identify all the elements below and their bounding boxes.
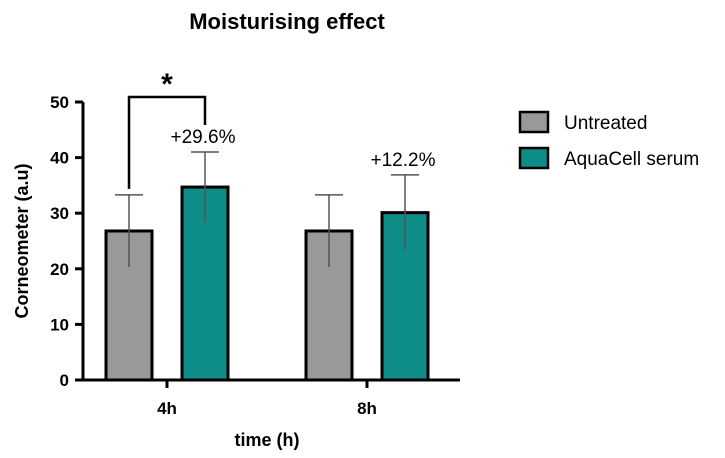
legend-label: Untreated bbox=[564, 113, 647, 134]
plot-area: 0 10 20 30 40 50 4h 8h +29.6% +12.2% * bbox=[50, 68, 460, 418]
y-tick-label: 40 bbox=[50, 149, 69, 168]
y-tick-label: 0 bbox=[60, 371, 69, 390]
x-axis-label: time (h) bbox=[235, 430, 300, 450]
legend: Untreated AquaCell serum bbox=[518, 110, 699, 170]
x-tick-label: 4h bbox=[157, 399, 177, 418]
significance-star: * bbox=[161, 68, 173, 101]
percent-change-label: +12.2% bbox=[371, 150, 436, 171]
y-axis-label: Corneometer (a.u) bbox=[12, 163, 32, 318]
legend-label: AquaCell serum bbox=[564, 149, 699, 170]
x-tick-label: 8h bbox=[357, 399, 377, 418]
chart-title: Moisturising effect bbox=[189, 9, 385, 34]
y-tick-label: 50 bbox=[50, 93, 69, 112]
legend-swatch bbox=[518, 146, 550, 170]
legend-swatch bbox=[518, 110, 550, 134]
significance-bracket bbox=[127, 95, 207, 189]
y-tick-label: 20 bbox=[50, 260, 69, 279]
y-tick-label: 10 bbox=[50, 315, 69, 334]
percent-change-label: +29.6% bbox=[171, 127, 236, 148]
y-tick-label: 30 bbox=[50, 204, 69, 223]
